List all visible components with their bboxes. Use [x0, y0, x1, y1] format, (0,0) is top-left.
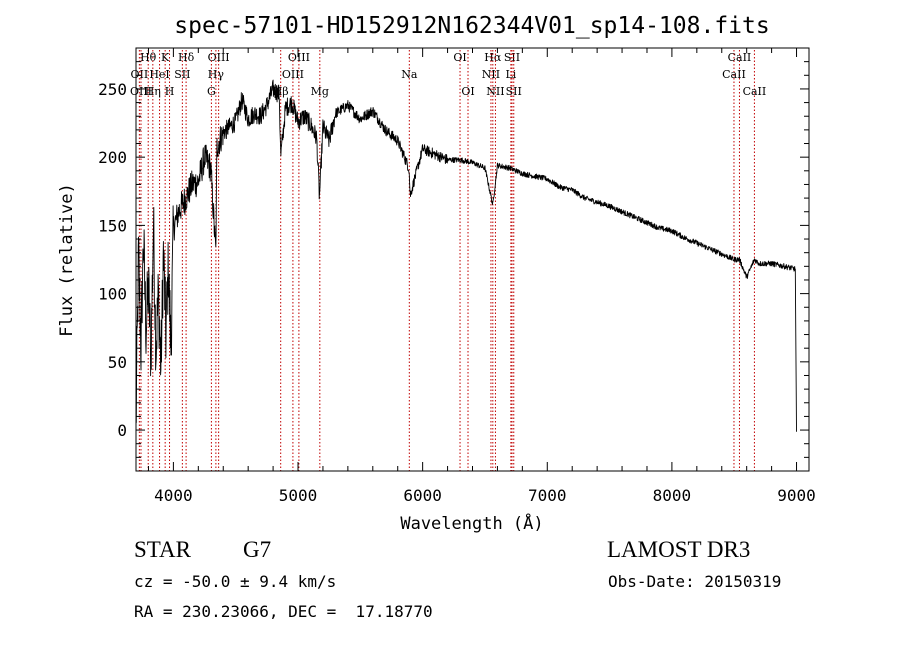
series-line-flux — [135, 79, 797, 432]
x-tick-label-8000: 8000 — [653, 486, 692, 505]
marker-label-7: Hδ — [178, 51, 195, 64]
survey-name: LAMOST DR3 — [607, 537, 751, 562]
observation-date: Obs-Date: 20150319 — [608, 572, 782, 591]
y-tick-label-250: 250 — [98, 80, 127, 99]
marker-label-20: NII — [482, 68, 500, 81]
marker-label-6: H — [165, 85, 175, 98]
y-tick-label-150: 150 — [98, 216, 127, 235]
marker-label-10: Hγ — [208, 68, 225, 81]
marker-label-1: OII — [131, 68, 149, 81]
x-axis: 4000 5000 6000 7000 8000 9000 — [147, 48, 816, 505]
marker-label-3: K — [161, 51, 170, 64]
marker-label-22: SII — [504, 51, 520, 64]
marker-label-21: NII — [486, 85, 504, 98]
redshift-cz: cz = -50.0 ± 9.4 km/s — [134, 572, 337, 591]
coordinates: RA = 230.23066, DEC = 17.18770 — [134, 602, 433, 621]
y-axis: 0 50 100 150 200 250 — [98, 47, 809, 472]
marker-label-4: HeI — [149, 68, 169, 81]
marker-label-25: CaII — [728, 51, 752, 64]
marker-label-19: Hα — [484, 51, 502, 64]
marker-label-23: Li — [505, 68, 516, 81]
marker-label-16: Na — [401, 68, 418, 81]
x-tick-label-6000: 6000 — [403, 486, 442, 505]
y-tick-label-200: 200 — [98, 148, 127, 167]
x-tick-label-9000: 9000 — [777, 486, 816, 505]
marker-label-9: OIII — [208, 51, 230, 64]
chart-title: spec-57101-HD152912N162344V01_sp14-108.f… — [174, 13, 769, 39]
marker-label-27: CaII — [743, 85, 767, 98]
marker-label-17: OI — [453, 51, 466, 64]
spectrum-series — [135, 79, 797, 432]
marker-label-15: Mg — [311, 85, 329, 98]
y-tick-label-50: 50 — [108, 353, 127, 372]
marker-label-18: OI — [461, 85, 474, 98]
y-axis-label: Flux (relative) — [57, 183, 77, 337]
marker-label-5: Hη — [145, 85, 161, 98]
marker-label-24: SII — [506, 85, 522, 98]
marker-label-8: SII — [174, 68, 190, 81]
x-tick-label-5000: 5000 — [279, 486, 318, 505]
x-tick-label-7000: 7000 — [528, 486, 567, 505]
marker-label-13: OIII — [288, 51, 310, 64]
marker-label-26: CaII — [722, 68, 746, 81]
object-class: STAR — [134, 537, 191, 562]
marker-label-11: G — [207, 85, 216, 98]
marker-label-14: OIII — [282, 68, 304, 81]
object-subclass: G7 — [243, 537, 272, 562]
y-tick-label-100: 100 — [98, 285, 127, 304]
x-tick-label-4000: 4000 — [154, 486, 193, 505]
x-axis-label: Wavelength (Å) — [400, 512, 543, 534]
y-tick-label-0: 0 — [117, 421, 127, 440]
marker-label-2: OIII — [130, 85, 152, 98]
